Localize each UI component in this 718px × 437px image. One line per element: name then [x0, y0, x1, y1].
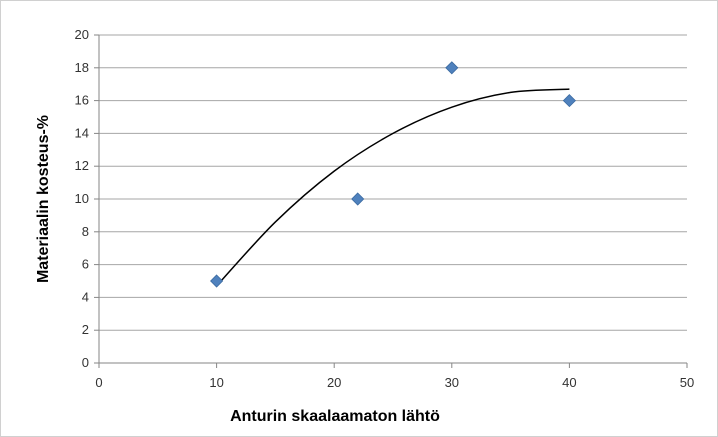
y-axis-title: Materiaalin kosteus-%: [35, 115, 52, 283]
axes: [94, 34, 688, 368]
x-tick-label: 30: [445, 375, 459, 390]
polynomial-trendline: [216, 88, 570, 287]
y-tick-label: 18: [75, 60, 89, 75]
y-tick-label: 14: [75, 125, 89, 140]
x-tick-label: 0: [95, 375, 102, 390]
x-tick-label: 20: [327, 375, 341, 390]
x-tick-label: 50: [680, 375, 694, 390]
y-tick-label: 8: [82, 224, 89, 239]
y-tick-label: 16: [75, 93, 89, 108]
x-tick-label: 40: [562, 375, 576, 390]
y-tick-label: 10: [75, 191, 89, 206]
data-point: [562, 94, 576, 108]
data-point: [351, 192, 365, 206]
x-axis-title: Anturin skaalaamaton lähtö: [230, 408, 440, 425]
y-tick-label: 2: [82, 322, 89, 337]
points-layer: [210, 61, 576, 288]
y-tick-label: 20: [75, 27, 89, 42]
data-point: [210, 274, 224, 288]
y-tick-label: 12: [75, 158, 89, 173]
x-tick-label: 10: [209, 375, 223, 390]
y-tick-labels: 0 2 4 6 8 10 12 14 16 18 20: [75, 27, 89, 370]
x-tick-labels: 0 10 20 30 40 50: [95, 375, 694, 390]
data-point: [445, 61, 459, 75]
grid-lines: [99, 34, 687, 331]
y-tick-label: 6: [82, 257, 89, 272]
y-tick-label: 4: [82, 289, 89, 304]
trendline-layer: [216, 88, 570, 287]
y-tick-label: 0: [82, 355, 89, 370]
